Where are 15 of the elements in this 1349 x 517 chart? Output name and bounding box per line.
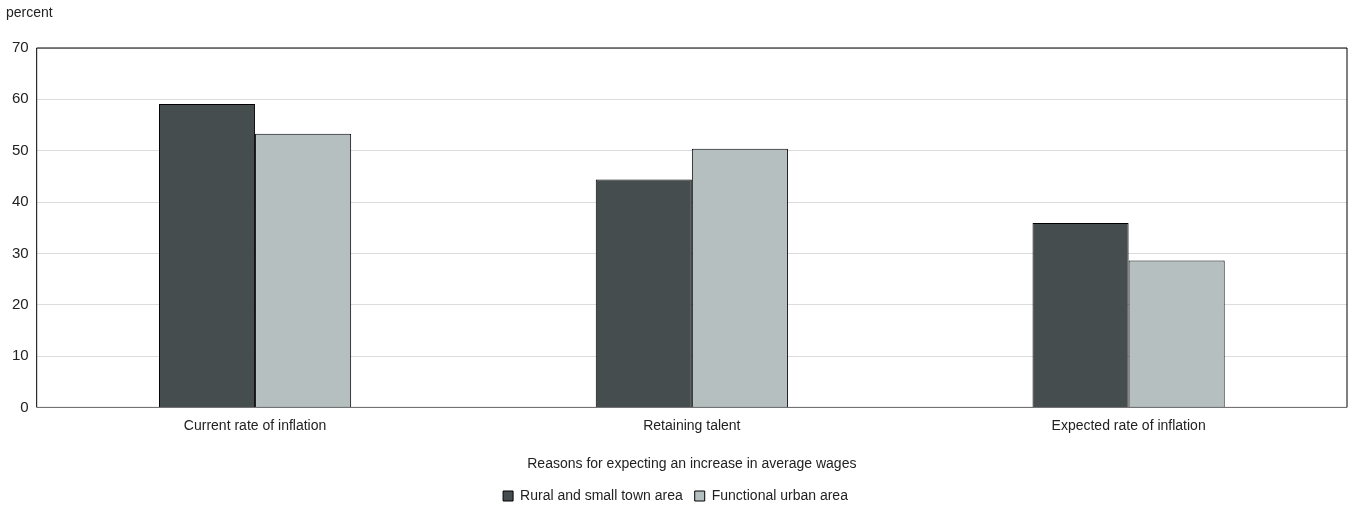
legend-label: Functional urban area: [711, 486, 849, 503]
x-tick-label: Current rate of inflation: [183, 416, 327, 433]
y-tick-label: 30: [12, 243, 29, 261]
y-tick-label: 40: [12, 192, 29, 210]
y-tick-label: 70: [12, 38, 29, 56]
y-tick-label: 10: [12, 346, 29, 364]
y-tick-label: 0: [20, 397, 29, 415]
y-tick-label: 60: [12, 89, 29, 107]
x-tick-label: Expected rate of inflation: [1051, 416, 1206, 433]
y-tick-label: 50: [12, 140, 29, 158]
y-tick-label: 20: [12, 294, 29, 312]
y-axis-title: percent: [6, 4, 53, 20]
x-tick-label: Retaining talent: [643, 416, 741, 433]
legend-label: Rural and small town area: [520, 486, 683, 503]
x-axis-title: Reasons for expecting an increase in average wages: [527, 455, 857, 472]
